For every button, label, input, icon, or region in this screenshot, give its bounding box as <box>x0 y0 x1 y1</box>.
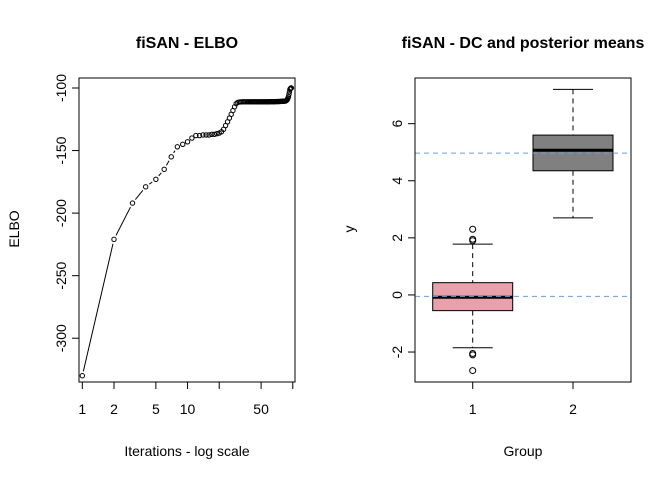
y-tick-label: 6 <box>389 120 405 128</box>
elbo-line-segment <box>115 206 131 236</box>
x-tick-label: 10 <box>180 401 196 417</box>
elbo-point <box>193 132 199 139</box>
y-tick-label: 0 <box>389 291 405 299</box>
elbo-panel: fiSAN - ELBO Iterations - log scale ELBO… <box>6 35 296 459</box>
y-tick-label: 4 <box>389 177 405 185</box>
elbo-line-segment <box>82 243 114 372</box>
y-tick-label: 2 <box>389 234 405 242</box>
x-tick-label: 1 <box>469 401 477 417</box>
elbo-point <box>174 144 181 150</box>
x-tick-label: 50 <box>253 401 269 417</box>
elbo-point <box>184 139 191 145</box>
elbo-point <box>180 141 186 148</box>
elbo-point <box>203 132 209 138</box>
boxplot-xlabel: Group <box>504 443 543 459</box>
y-tick-label: -100 <box>53 74 69 102</box>
x-tick-label: 2 <box>110 401 118 417</box>
elbo-point <box>111 236 117 243</box>
elbo-line-segment <box>134 190 144 200</box>
elbo-point <box>214 130 220 137</box>
elbo-point <box>196 132 203 139</box>
elbo-point <box>161 166 167 173</box>
boxplot-ylabel: y <box>341 226 357 233</box>
elbo-point <box>211 131 218 137</box>
elbo-line-segment <box>158 172 162 177</box>
outlier-point <box>469 351 477 359</box>
elbo-point <box>209 131 215 137</box>
outlier-point <box>469 237 477 245</box>
elbo-point <box>129 200 136 206</box>
elbo-line-segment <box>173 150 176 154</box>
elbo-point <box>153 176 159 183</box>
elbo-point <box>285 94 292 100</box>
x-tick-label: 5 <box>152 401 160 417</box>
elbo-line-segment <box>165 160 170 166</box>
outlier-point <box>469 367 477 375</box>
y-tick-label: -2 <box>389 346 405 359</box>
elbo-point <box>286 91 292 97</box>
elbo-point <box>168 154 174 160</box>
x-tick-label: 2 <box>569 401 577 417</box>
elbo-plot-frame <box>78 77 296 383</box>
elbo-point <box>206 132 212 138</box>
elbo-xlabel: Iterations - log scale <box>124 443 249 459</box>
y-tick-label: -200 <box>53 199 69 227</box>
elbo-point <box>200 132 206 138</box>
elbo-ylabel: ELBO <box>6 210 22 247</box>
y-tick-label: -250 <box>53 261 69 289</box>
x-tick-label: 1 <box>78 401 86 417</box>
y-tick-label: -150 <box>53 136 69 164</box>
elbo-point <box>79 373 86 379</box>
elbo-line-segment <box>148 181 153 185</box>
y-tick-label: -300 <box>53 324 69 352</box>
boxplot-plot-frame <box>414 77 632 383</box>
elbo-title: fiSAN - ELBO <box>136 35 238 52</box>
elbo-point <box>288 85 295 91</box>
elbo-point <box>189 135 195 141</box>
boxplot-panel: fiSAN - DC and posterior means Group y 1… <box>341 35 644 459</box>
elbo-point <box>142 184 149 190</box>
boxplot-title: fiSAN - DC and posterior means <box>402 35 645 52</box>
outlier-point <box>469 225 477 233</box>
